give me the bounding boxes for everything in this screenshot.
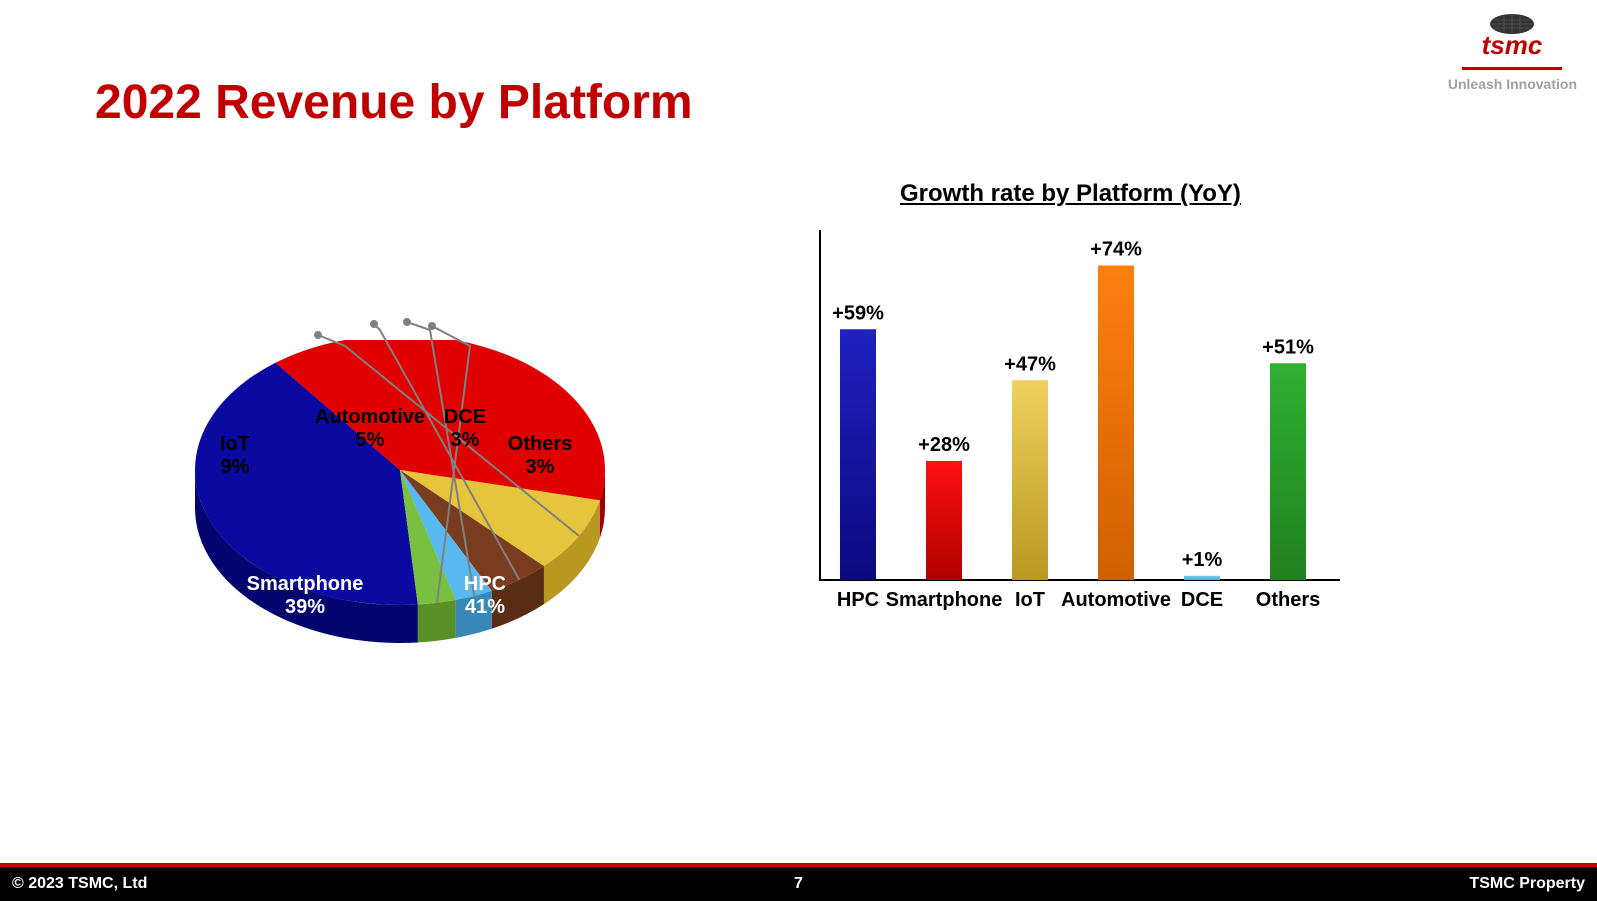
bar-chart-title: Growth rate by Platform (YoY) (900, 180, 1241, 208)
charts-row: HPC41%Smartphone39%IoT9%Automotive5%DCE3… (0, 170, 1597, 690)
logo: tsmc Unleash Innovation (1448, 10, 1577, 92)
footer-right: TSMC Property (1469, 875, 1585, 893)
slide: 2022 Revenue by Platform tsmc Unleash In… (0, 0, 1597, 901)
page-number: 7 (794, 875, 803, 893)
bar-value-hpc: +59% (832, 302, 884, 324)
logo-tagline: Unleash Innovation (1448, 76, 1577, 92)
bar-chart: Growth rate by Platform (YoY) +59% HPC +28… (780, 170, 1560, 690)
pie-chart: HPC41%Smartphone39%IoT9%Automotive5%DCE3… (0, 170, 780, 690)
logo-underline (1462, 67, 1562, 70)
bar-category-hpc: HPC (837, 589, 879, 611)
tsmc-logo-icon: tsmc (1462, 10, 1562, 60)
pie-svg (180, 340, 620, 680)
bar-category-automotive: Automotive (1061, 589, 1171, 611)
pie-label-smartphone: Smartphone39% (245, 573, 365, 619)
bar-svg: +59% HPC +28% Smartphone +47% IoT +74% Automoti… (800, 220, 1360, 630)
bar-value-dce: +1% (1182, 549, 1223, 571)
footer-left: © 2023 TSMC, Ltd (12, 875, 147, 893)
bar-iot (1012, 380, 1048, 580)
bar-dce (1184, 576, 1220, 580)
bar-category-iot: IoT (1015, 589, 1045, 611)
page-title: 2022 Revenue by Platform (95, 75, 693, 130)
logo-text: tsmc (1482, 30, 1543, 60)
bar-value-others: +51% (1262, 336, 1314, 358)
bar-value-automotive: +74% (1090, 239, 1142, 261)
footer: © 2023 TSMC, Ltd 7 TSMC Property (0, 867, 1597, 901)
bar-category-smartphone: Smartphone (886, 589, 1003, 611)
bar-automotive (1098, 266, 1134, 581)
pie-label-iot: IoT9% (175, 433, 295, 479)
bar-smartphone (926, 461, 962, 580)
bar-value-smartphone: +28% (918, 434, 970, 456)
bar-value-iot: +47% (1004, 353, 1056, 375)
bar-category-dce: DCE (1181, 589, 1223, 611)
bar-others (1270, 363, 1306, 580)
bar-hpc (840, 329, 876, 580)
pie-label-hpc: HPC41% (425, 573, 545, 619)
pie-label-others: Others3% (480, 433, 600, 479)
bar-category-others: Others (1256, 589, 1320, 611)
